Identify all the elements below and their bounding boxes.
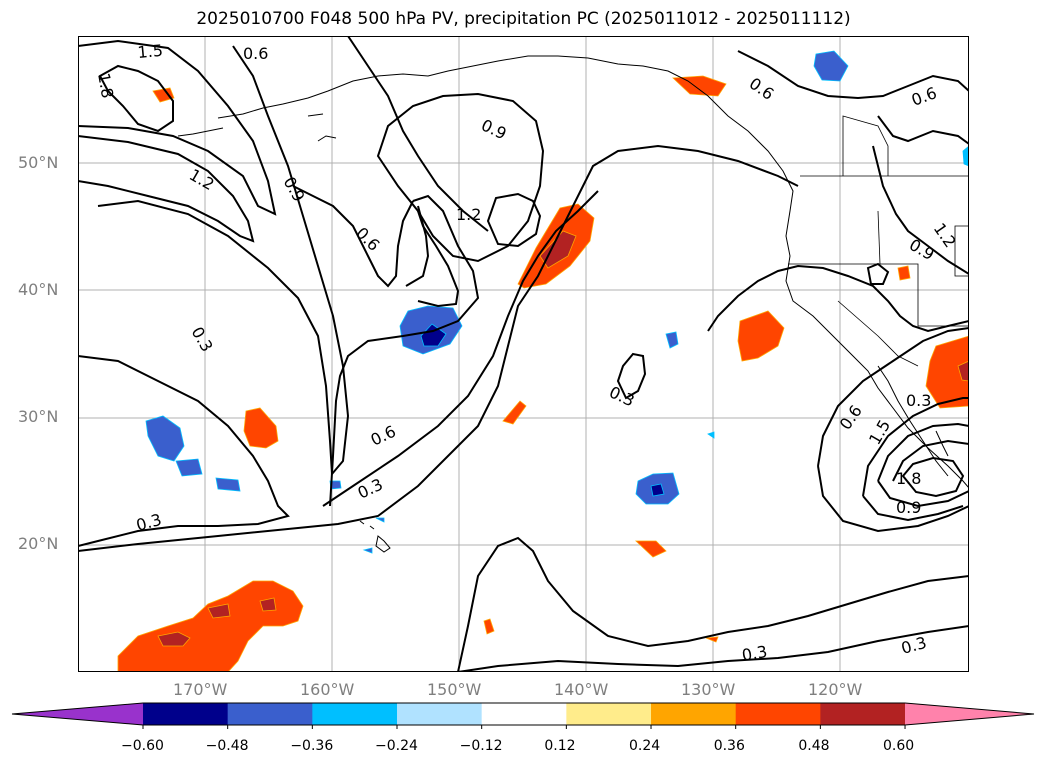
lat-label-50n: 50°N <box>18 153 59 172</box>
contour-label: 0.9 <box>896 498 921 517</box>
colorbar-segment <box>566 703 652 725</box>
colorbar-tick-label: −0.36 <box>290 738 334 754</box>
contour-label: 1.5 <box>137 41 164 62</box>
precip-negative-areas <box>145 50 969 554</box>
coastlines <box>177 55 969 553</box>
contour-label: 0.6 <box>746 74 778 104</box>
contour-label: 0.9 <box>280 174 309 206</box>
lon-label-150w: 150°W <box>427 680 482 699</box>
lon-label-140w: 140°W <box>554 680 609 699</box>
contour-label: 0.3 <box>606 382 637 410</box>
colorbar-segment <box>735 703 821 725</box>
contour-label: 0.3 <box>134 510 164 535</box>
contour-label: 0.3 <box>906 391 931 410</box>
contour-label: 0.3 <box>188 324 217 356</box>
colorbar-tick-label: −0.60 <box>121 738 164 754</box>
lon-label-170w: 170°W <box>173 680 228 699</box>
colorbar-segment <box>651 703 737 725</box>
map-title: 2025010700 F048 500 hPa PV, precipitatio… <box>196 9 851 29</box>
colorbar-tick-label: 0.60 <box>883 738 915 754</box>
contour-label: 1.5 <box>865 416 894 448</box>
pv-contours <box>78 36 969 672</box>
contour-label: 1.2 <box>456 205 481 224</box>
colorbar-extend-min <box>12 703 143 725</box>
precip-positive-areas <box>117 75 969 672</box>
colorbar-tick-label: −0.24 <box>375 738 418 754</box>
lon-label-120w: 120°W <box>808 680 863 699</box>
lat-label-30n: 30°N <box>18 407 59 426</box>
colorbar-segment <box>481 703 567 725</box>
gridlines <box>78 36 969 672</box>
map-border <box>78 36 969 672</box>
colorbar-tick-label: 0.48 <box>798 738 830 754</box>
colorbar-segment <box>227 703 313 725</box>
colorbar <box>11 702 1035 729</box>
colorbar-tick-label: −0.48 <box>205 738 249 754</box>
contour-label: 0.3 <box>355 475 386 503</box>
contour-labels: 1.5 1.8 0.6 0.9 1.2 0.9 0.6 1.2 0.3 0.6 … <box>94 41 960 665</box>
contour-label: 0.9 <box>478 115 509 143</box>
lat-label-20n: 20°N <box>18 534 59 553</box>
lat-label-40n: 40°N <box>18 280 59 299</box>
contour-label: 0.6 <box>909 83 939 110</box>
colorbar-tick-label: −0.12 <box>459 738 503 754</box>
lon-label-160w: 160°W <box>300 680 355 699</box>
contour-label: 0.3 <box>740 642 768 665</box>
contour-label: 1.8 <box>94 71 117 99</box>
precip-shading <box>117 50 969 672</box>
map-plot-area[interactable]: 1.5 1.8 0.6 0.9 1.2 0.9 0.6 1.2 0.3 0.6 … <box>78 36 969 672</box>
political-borders <box>788 115 969 367</box>
contour-label: 0.9 <box>906 235 938 264</box>
colorbar-tick-label: 0.12 <box>544 738 576 754</box>
colorbar-tick-label: 0.36 <box>713 738 745 754</box>
contour-label: 0.6 <box>352 223 383 254</box>
colorbar-tick-label: 0.24 <box>629 738 661 754</box>
colorbar-segment <box>312 703 398 725</box>
colorbar-segment <box>397 703 483 725</box>
contour-label: 0.6 <box>368 422 399 450</box>
contour-label: 0.6 <box>243 44 268 63</box>
contour-label: 1.8 <box>896 469 921 488</box>
contour-label: 1.2 <box>186 165 218 194</box>
colorbar-extend-max <box>905 703 1034 725</box>
lon-label-130w: 130°W <box>681 680 736 699</box>
colorbar-segment <box>820 703 906 725</box>
colorbar-segment <box>143 703 229 725</box>
